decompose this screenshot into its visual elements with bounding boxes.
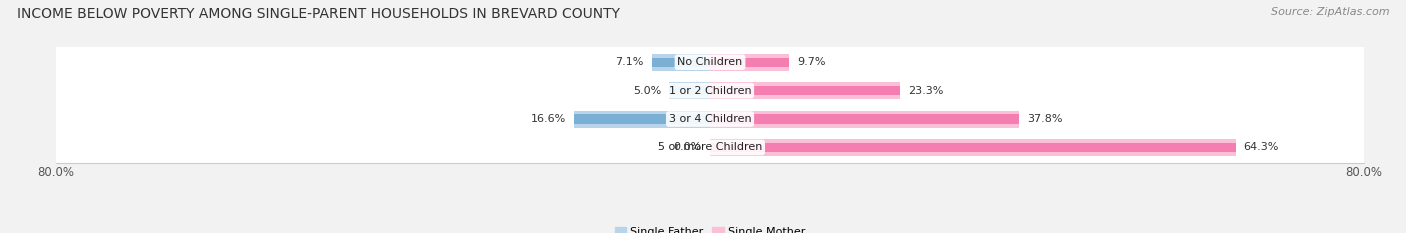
Text: 23.3%: 23.3% [908,86,943,96]
Text: 5.0%: 5.0% [633,86,661,96]
Bar [710,110,1019,128]
FancyBboxPatch shape [53,56,1367,125]
Text: No Children: No Children [678,57,742,67]
Bar [575,110,710,128]
Bar [669,82,710,99]
FancyBboxPatch shape [53,28,1367,97]
Bar [652,58,710,67]
Text: 3 or 4 Children: 3 or 4 Children [669,114,751,124]
Text: 0.0%: 0.0% [673,142,702,152]
Bar [710,143,1236,152]
Legend: Single Father, Single Mother: Single Father, Single Mother [610,223,810,233]
Text: 37.8%: 37.8% [1028,114,1063,124]
Bar [575,114,710,124]
Text: 9.7%: 9.7% [797,57,825,67]
Text: Source: ZipAtlas.com: Source: ZipAtlas.com [1271,7,1389,17]
Bar [710,54,789,71]
Bar [710,86,900,95]
Text: 1 or 2 Children: 1 or 2 Children [669,86,751,96]
Text: 16.6%: 16.6% [531,114,567,124]
Bar [710,82,900,99]
Bar [710,139,1236,156]
Bar [710,114,1019,124]
Text: 64.3%: 64.3% [1244,142,1279,152]
Text: 7.1%: 7.1% [616,57,644,67]
Bar [710,58,789,67]
FancyBboxPatch shape [53,85,1367,154]
Text: INCOME BELOW POVERTY AMONG SINGLE-PARENT HOUSEHOLDS IN BREVARD COUNTY: INCOME BELOW POVERTY AMONG SINGLE-PARENT… [17,7,620,21]
Text: 5 or more Children: 5 or more Children [658,142,762,152]
Bar [669,86,710,95]
Bar [652,54,710,71]
FancyBboxPatch shape [53,113,1367,182]
